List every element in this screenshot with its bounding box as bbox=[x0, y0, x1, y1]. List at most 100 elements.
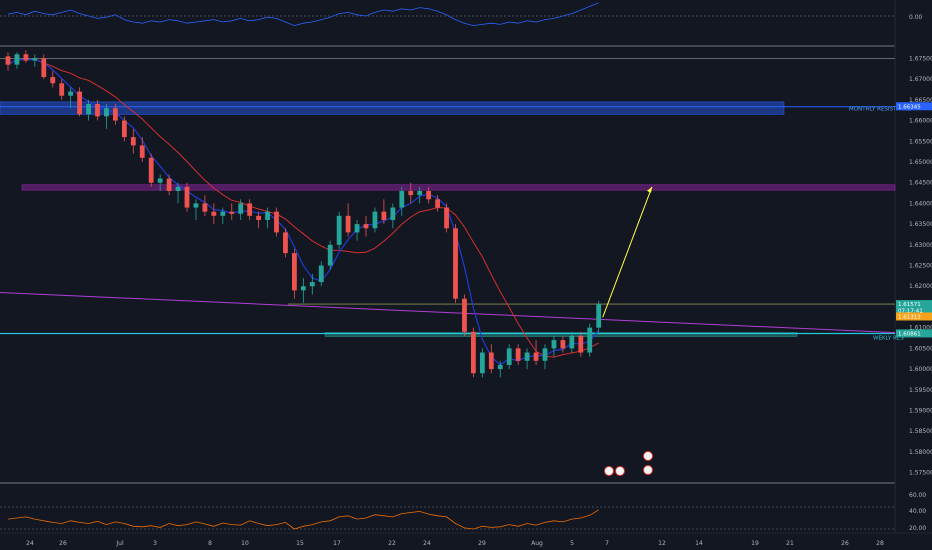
candle-body bbox=[524, 352, 530, 361]
date-tick-label: Aug bbox=[531, 540, 543, 547]
candle-body bbox=[292, 253, 297, 291]
price-zones: MONTHLY RESISTANCE WEKLY RES bbox=[0, 58, 912, 341]
price-tick-label: 1.62000 bbox=[909, 283, 932, 290]
date-tick-label: 15 bbox=[296, 540, 304, 547]
date-tick-label: 8 bbox=[208, 540, 212, 547]
price-tick-label: 1.62500 bbox=[909, 263, 932, 270]
event-marker-icon bbox=[643, 465, 653, 475]
price-tick-label: 1.65500 bbox=[909, 138, 932, 145]
candle-body bbox=[363, 224, 369, 229]
descending-trendline bbox=[0, 291, 896, 334]
price-tag-bg bbox=[896, 300, 932, 309]
candle-body bbox=[372, 211, 378, 229]
date-tick-label: 26 bbox=[59, 540, 67, 547]
candle-body bbox=[14, 54, 20, 65]
event-marker-icon bbox=[643, 451, 653, 461]
date-tick-label: 12 bbox=[658, 540, 666, 547]
candle-body bbox=[471, 331, 476, 374]
price-tick-label: 1.60000 bbox=[909, 366, 932, 373]
candle-body bbox=[596, 304, 602, 328]
top-oscillator-pane bbox=[0, 2, 895, 27]
candle-body bbox=[309, 282, 315, 287]
event-marker-icon bbox=[615, 466, 625, 476]
candlestick-series bbox=[5, 50, 602, 378]
candle-body bbox=[211, 211, 217, 216]
candle-body bbox=[184, 186, 190, 208]
price-tag-bg bbox=[896, 306, 932, 315]
candle-body bbox=[50, 77, 56, 84]
date-tick-label: 28 bbox=[876, 540, 884, 547]
candle-body bbox=[551, 340, 557, 349]
price-tick-label: 1.67000 bbox=[909, 76, 932, 83]
price-tick-label: 1.65000 bbox=[909, 159, 932, 166]
candle-body bbox=[95, 103, 100, 117]
candle-body bbox=[453, 228, 458, 299]
candle-body bbox=[533, 352, 539, 361]
zone-price-tag-bg bbox=[896, 102, 932, 111]
candle-body bbox=[318, 265, 324, 283]
weekly-res-label: WEKLY RES bbox=[873, 335, 904, 341]
candle-body bbox=[560, 340, 566, 349]
annotations bbox=[602, 186, 653, 476]
candle-body bbox=[569, 335, 575, 349]
price-tick-label: 1.59000 bbox=[909, 408, 932, 415]
price-tick-label: 1.66500 bbox=[909, 97, 932, 104]
candle-body bbox=[417, 190, 423, 196]
candle-body bbox=[336, 215, 342, 245]
candle-body bbox=[130, 137, 136, 146]
candle-body bbox=[300, 286, 306, 291]
candle-body bbox=[193, 203, 199, 208]
date-tick-label: 17 bbox=[333, 540, 341, 547]
zone-price-tag-bg bbox=[896, 329, 932, 338]
price-tick-label: 1.64500 bbox=[909, 180, 932, 187]
bottom-oscillator-line bbox=[7, 509, 599, 530]
candle-body bbox=[515, 348, 521, 361]
forecast-arrow-head bbox=[647, 186, 652, 193]
price-tick-label: 1.59500 bbox=[909, 387, 932, 394]
date-tick-label: 24 bbox=[423, 540, 431, 547]
candle-body bbox=[77, 91, 82, 115]
candle-body bbox=[479, 352, 485, 374]
price-tick-label: 1.60500 bbox=[909, 345, 932, 352]
candle-body bbox=[354, 224, 360, 233]
forecast-arrow-line bbox=[602, 186, 653, 318]
price-tag: 1.61313 bbox=[898, 314, 921, 320]
date-tick-label: 14 bbox=[695, 540, 703, 547]
date-tick-label: 3 bbox=[153, 540, 157, 547]
date-axis[interactable]: 24 26 Jul 3 8 10 15 17 22 24 29 Aug 5 7 12 14 19 21 26 28 bbox=[26, 540, 884, 547]
top-osc-tick-label: 0.00 bbox=[909, 14, 923, 21]
candle-body bbox=[86, 103, 91, 115]
candle-body bbox=[5, 56, 11, 65]
candle-body bbox=[390, 207, 396, 220]
candle-body bbox=[247, 203, 253, 216]
date-tick-label: 21 bbox=[786, 540, 794, 547]
candle-body bbox=[462, 298, 467, 332]
candle-body bbox=[435, 199, 440, 208]
candle-body bbox=[32, 58, 38, 61]
top-oscillator-line bbox=[7, 2, 599, 27]
price-tag: 1.61571 bbox=[898, 302, 921, 308]
candle-body bbox=[41, 58, 47, 78]
candle-body bbox=[506, 348, 512, 365]
date-tick-label: 19 bbox=[751, 540, 759, 547]
candle-body bbox=[104, 108, 109, 117]
candle-body bbox=[444, 207, 449, 229]
candle-body bbox=[426, 190, 432, 200]
price-tick-label: 1.63500 bbox=[909, 221, 932, 228]
event-marker-icon bbox=[604, 466, 614, 476]
date-tick-label: 10 bbox=[241, 540, 249, 547]
candle-body bbox=[157, 178, 163, 183]
candle-body bbox=[175, 186, 181, 191]
candle-body bbox=[587, 327, 593, 353]
zone-supply_zone bbox=[21, 184, 896, 191]
price-tick-label: 1.61000 bbox=[909, 325, 932, 332]
date-tick-label: 24 bbox=[26, 540, 34, 547]
candle-body bbox=[23, 54, 29, 61]
bottom-osc-tick-label: 20.00 bbox=[909, 525, 926, 532]
candle-body bbox=[139, 145, 145, 158]
price-tick-label: 1.67500 bbox=[909, 55, 932, 62]
red-moving-average bbox=[7, 58, 599, 358]
candle-body bbox=[220, 211, 226, 216]
